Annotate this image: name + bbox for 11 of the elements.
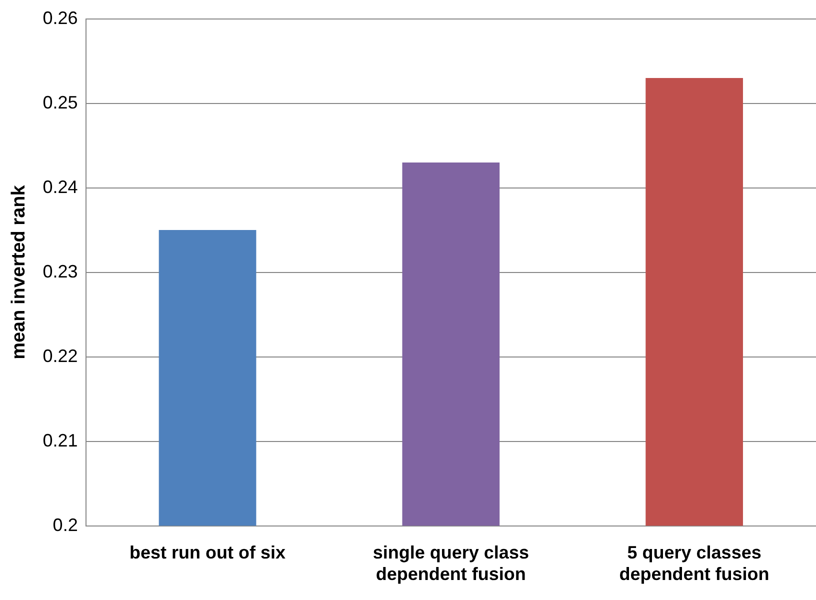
x-tick-label: 5 query classes dependent fusion <box>619 542 770 584</box>
y-tick-label: 0.21 <box>42 430 78 450</box>
y-tick-label: 0.22 <box>42 346 78 366</box>
x-tick-label: single query class dependent fusion <box>372 542 529 584</box>
y-tick-label: 0.23 <box>42 261 78 282</box>
y-tick-label: 0.25 <box>42 92 78 112</box>
y-tick-label: 0.24 <box>42 176 78 197</box>
y-tick-label: 0.2 <box>52 514 78 535</box>
x-tick-label: best run out of six <box>130 542 286 563</box>
y-tick-label: 0.26 <box>42 8 78 28</box>
y-axis-title: mean inverted rank <box>8 184 30 360</box>
